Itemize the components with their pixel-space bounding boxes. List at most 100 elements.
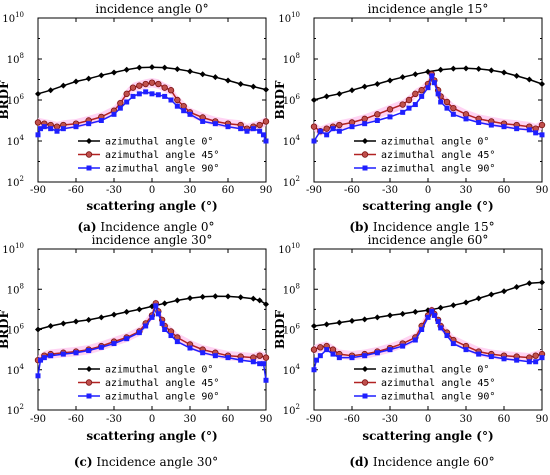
x-tick-label: 0 (149, 414, 155, 425)
y-tick-label: 1010 (2, 242, 24, 256)
data-point (310, 123, 318, 130)
data-point (450, 302, 457, 309)
data-point (149, 314, 155, 320)
data-point (405, 96, 413, 104)
x-tick-label: 90 (260, 414, 273, 425)
data-point (323, 93, 330, 100)
data-point (538, 121, 546, 129)
data-point (187, 345, 193, 351)
data-point (117, 105, 123, 111)
data-point (400, 109, 406, 115)
data-point (60, 126, 66, 132)
data-point (124, 99, 130, 105)
data-point (199, 293, 206, 300)
plot-area (37, 17, 267, 183)
y-tick-label: 102 (7, 175, 24, 189)
x-tick-label: 90 (260, 185, 273, 196)
data-point (85, 316, 92, 323)
data-point (399, 101, 406, 108)
data-point (168, 97, 174, 103)
data-point (374, 111, 381, 118)
data-point (136, 82, 143, 89)
legend-entry: azimuthal angle 0° (381, 137, 489, 148)
legend-entry: azimuthal angle 90° (381, 392, 495, 403)
series-azimuth-90 (311, 73, 545, 144)
x-tick-label: -30 (106, 185, 122, 196)
data-point (111, 111, 117, 117)
x-tick-label: 0 (425, 185, 431, 196)
data-point (86, 348, 92, 354)
y-tick-label: 108 (283, 282, 300, 296)
y-tick-label: 108 (7, 52, 24, 66)
legend-marker (86, 165, 92, 171)
data-point (162, 327, 168, 332)
plot-area (313, 17, 543, 183)
data-point (323, 125, 330, 132)
data-point (168, 333, 174, 339)
data-point (263, 377, 269, 383)
data-point (212, 74, 219, 81)
data-point (263, 138, 269, 144)
x-tick-label: 30 (460, 414, 473, 425)
data-point (260, 132, 266, 138)
y-tick-label: 104 (7, 363, 25, 377)
data-point (533, 359, 539, 365)
data-point (161, 300, 168, 307)
data-point (526, 127, 532, 133)
data-point (501, 124, 507, 130)
legend-marker (86, 393, 92, 399)
data-point (123, 66, 130, 73)
data-point (98, 72, 105, 79)
data-point (539, 132, 545, 138)
data-point (438, 99, 444, 105)
data-point (431, 80, 437, 86)
y-axis-label: BRDF (0, 80, 11, 120)
data-point (374, 314, 381, 321)
legend-marker (362, 393, 368, 399)
data-point (539, 279, 545, 286)
data-point (444, 105, 450, 111)
data-point (387, 77, 393, 84)
x-tick-label: -60 (68, 414, 84, 425)
data-point (250, 126, 256, 132)
series-line (37, 303, 267, 381)
data-point (349, 87, 355, 94)
data-point (257, 361, 263, 367)
legend-marker (362, 165, 368, 171)
data-point (374, 350, 380, 356)
data-point (406, 105, 412, 111)
data-point (148, 79, 156, 86)
data-point (323, 321, 330, 328)
data-point (212, 293, 219, 300)
data-point (174, 297, 181, 304)
data-point (419, 327, 425, 332)
data-point (399, 310, 406, 317)
data-point (85, 75, 92, 82)
data-point (317, 128, 323, 134)
y-tick-label: 1010 (278, 242, 300, 256)
data-point (336, 128, 342, 134)
data-point (237, 81, 244, 88)
legend-marker (362, 366, 368, 372)
data-point (35, 132, 41, 138)
x-tick-label: -30 (382, 185, 398, 196)
data-point (324, 347, 330, 353)
legend-marker (85, 379, 93, 386)
data-point (533, 130, 539, 136)
data-point (54, 128, 60, 134)
x-tick-label: -90 (30, 414, 46, 425)
series-azimuth-90 (35, 89, 269, 144)
data-point (488, 67, 495, 74)
y-axis-label: BRDF (273, 80, 287, 120)
data-point (387, 347, 393, 353)
chart-panel-c: incidence angle 30° 102 104 106 108 1010 -90 -6… (0, 233, 272, 469)
x-tick-label: -90 (30, 185, 46, 196)
data-point (161, 64, 168, 71)
data-point (136, 330, 142, 336)
x-tick-label: 30 (460, 185, 473, 196)
data-point (349, 355, 355, 361)
data-point (34, 119, 42, 126)
y-tick-label: 108 (7, 282, 24, 296)
x-axis-label: scattering angle (°) (362, 429, 493, 443)
